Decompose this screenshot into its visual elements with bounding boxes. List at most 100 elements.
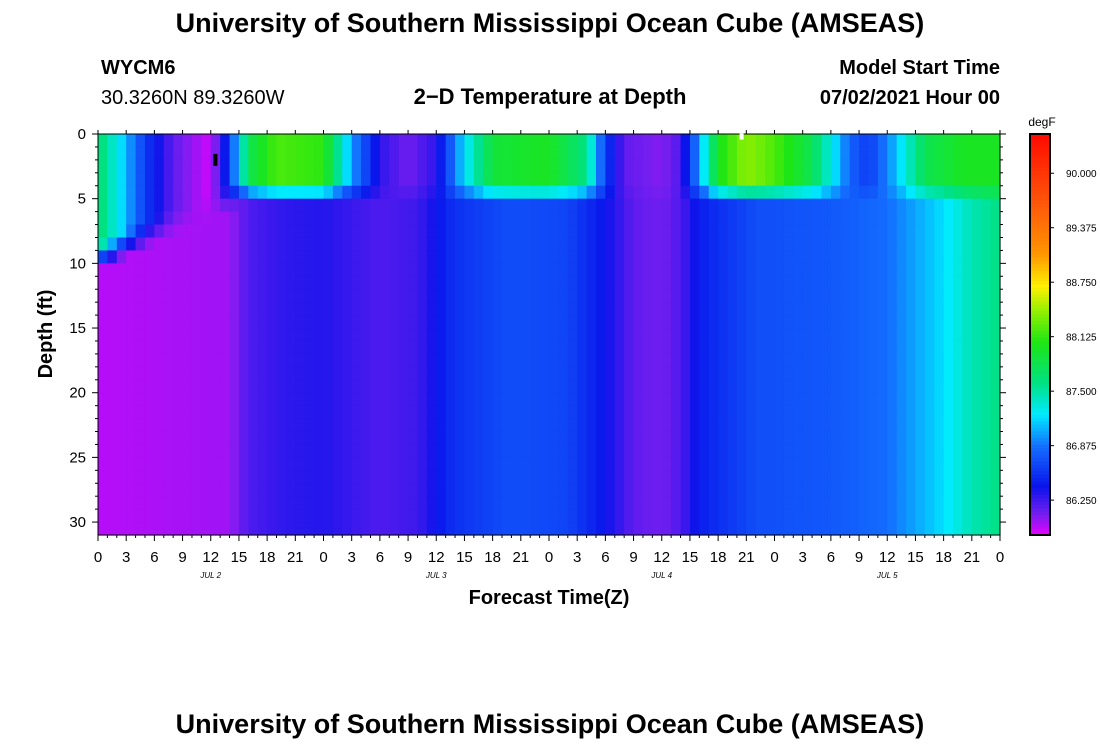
heatmap-cell xyxy=(107,185,118,200)
heatmap-cell xyxy=(229,366,240,381)
heatmap-cell xyxy=(896,237,907,252)
colorbar-segment xyxy=(1030,190,1050,195)
heatmap-cell xyxy=(567,237,578,252)
heatmap-cell xyxy=(135,328,146,342)
heatmap-cell xyxy=(276,159,287,174)
y-axis-label: Depth (ft) xyxy=(35,290,57,379)
heatmap-cell xyxy=(389,418,400,433)
heatmap-cell xyxy=(530,366,541,381)
heatmap-cell xyxy=(821,224,832,239)
heatmap-cell xyxy=(962,302,973,316)
heatmap-cell xyxy=(605,159,616,174)
heatmap-cell xyxy=(285,185,296,200)
heatmap-cell xyxy=(990,457,1001,471)
heatmap-cell xyxy=(530,509,541,523)
heatmap-cell xyxy=(812,496,823,510)
heatmap-cell xyxy=(962,418,973,433)
heatmap-cell xyxy=(417,276,428,290)
heatmap-cell xyxy=(511,250,522,264)
heatmap-cell xyxy=(642,444,653,458)
heatmap-cell xyxy=(859,302,870,316)
heatmap-cell xyxy=(577,392,588,407)
heatmap-cell xyxy=(755,211,766,226)
heatmap-cell xyxy=(840,340,851,355)
heatmap-cell xyxy=(248,483,259,497)
heatmap-cell xyxy=(549,172,559,187)
heatmap-cell xyxy=(699,483,710,497)
heatmap-cell xyxy=(98,302,108,316)
heatmap-cell xyxy=(689,146,700,161)
colorbar-segment xyxy=(1030,177,1050,182)
heatmap-cell xyxy=(285,159,296,174)
heatmap-cell xyxy=(163,263,174,277)
heatmap-cell xyxy=(577,134,588,148)
heatmap-cell xyxy=(464,418,475,433)
heatmap-cell xyxy=(163,276,174,290)
heatmap-cell xyxy=(774,496,785,510)
heatmap-cell xyxy=(276,457,287,471)
heatmap-cell xyxy=(539,457,550,471)
heatmap-cell xyxy=(736,185,747,200)
heatmap-cell xyxy=(370,509,381,523)
heatmap-cell xyxy=(464,146,475,161)
heatmap-cell xyxy=(116,211,127,226)
heatmap-cell xyxy=(473,340,484,355)
heatmap-cell xyxy=(990,392,1001,407)
heatmap-cell xyxy=(934,444,945,458)
heatmap-cell xyxy=(755,134,766,148)
heatmap-cell xyxy=(473,159,484,174)
heatmap-cell xyxy=(614,496,625,510)
heatmap-cell xyxy=(990,159,1001,174)
heatmap-cell xyxy=(567,159,578,174)
heatmap-cell xyxy=(285,237,296,252)
heatmap-cell xyxy=(173,211,184,226)
heatmap-cell xyxy=(398,328,409,342)
heatmap-cell xyxy=(821,315,832,329)
heatmap-cell xyxy=(276,172,287,187)
heatmap-cell xyxy=(793,328,804,342)
heatmap-cell xyxy=(408,250,419,264)
heatmap-cell xyxy=(107,496,118,510)
heatmap-cell xyxy=(953,224,964,239)
heatmap-cell xyxy=(943,134,954,148)
heatmap-cell xyxy=(699,353,710,368)
heatmap-cell xyxy=(426,353,437,368)
heatmap-cell xyxy=(436,211,447,226)
heatmap-cell xyxy=(689,457,700,471)
heatmap-cell xyxy=(887,392,898,407)
heatmap-cell xyxy=(924,366,935,381)
heatmap-cell xyxy=(971,146,982,161)
heatmap-cell xyxy=(370,483,381,497)
colorbar-segment xyxy=(1030,357,1050,362)
heatmap-cell xyxy=(483,522,494,536)
heatmap-cell xyxy=(652,509,663,523)
heatmap-cell xyxy=(126,340,137,355)
heatmap-cell xyxy=(511,353,522,368)
heatmap-cell xyxy=(323,211,334,226)
heatmap-cell xyxy=(398,250,409,264)
heatmap-cell xyxy=(276,328,287,342)
heatmap-cell xyxy=(652,159,663,174)
heatmap-cell xyxy=(314,276,325,290)
heatmap-cell xyxy=(614,366,625,381)
heatmap-cell xyxy=(680,134,691,148)
heatmap-cell xyxy=(389,366,400,381)
heatmap-cell xyxy=(502,211,513,226)
heatmap-cell xyxy=(849,302,860,316)
heatmap-cell xyxy=(849,263,860,277)
heatmap-cell xyxy=(605,263,616,277)
heatmap-cell xyxy=(567,224,578,239)
colorbar-tick-label: 87.500 xyxy=(1066,387,1097,398)
heatmap-cell xyxy=(830,444,841,458)
heatmap-cell xyxy=(332,328,343,342)
heatmap-cell xyxy=(210,509,221,523)
heatmap-cell xyxy=(398,146,409,161)
heatmap-cell xyxy=(304,224,315,239)
heatmap-cell xyxy=(351,172,362,187)
heatmap-cell xyxy=(116,185,127,200)
heatmap-cell xyxy=(304,405,315,420)
heatmap-cell xyxy=(314,315,325,329)
heatmap-cell xyxy=(962,379,973,394)
heatmap-cell xyxy=(483,328,494,342)
heatmap-cell xyxy=(173,392,184,407)
